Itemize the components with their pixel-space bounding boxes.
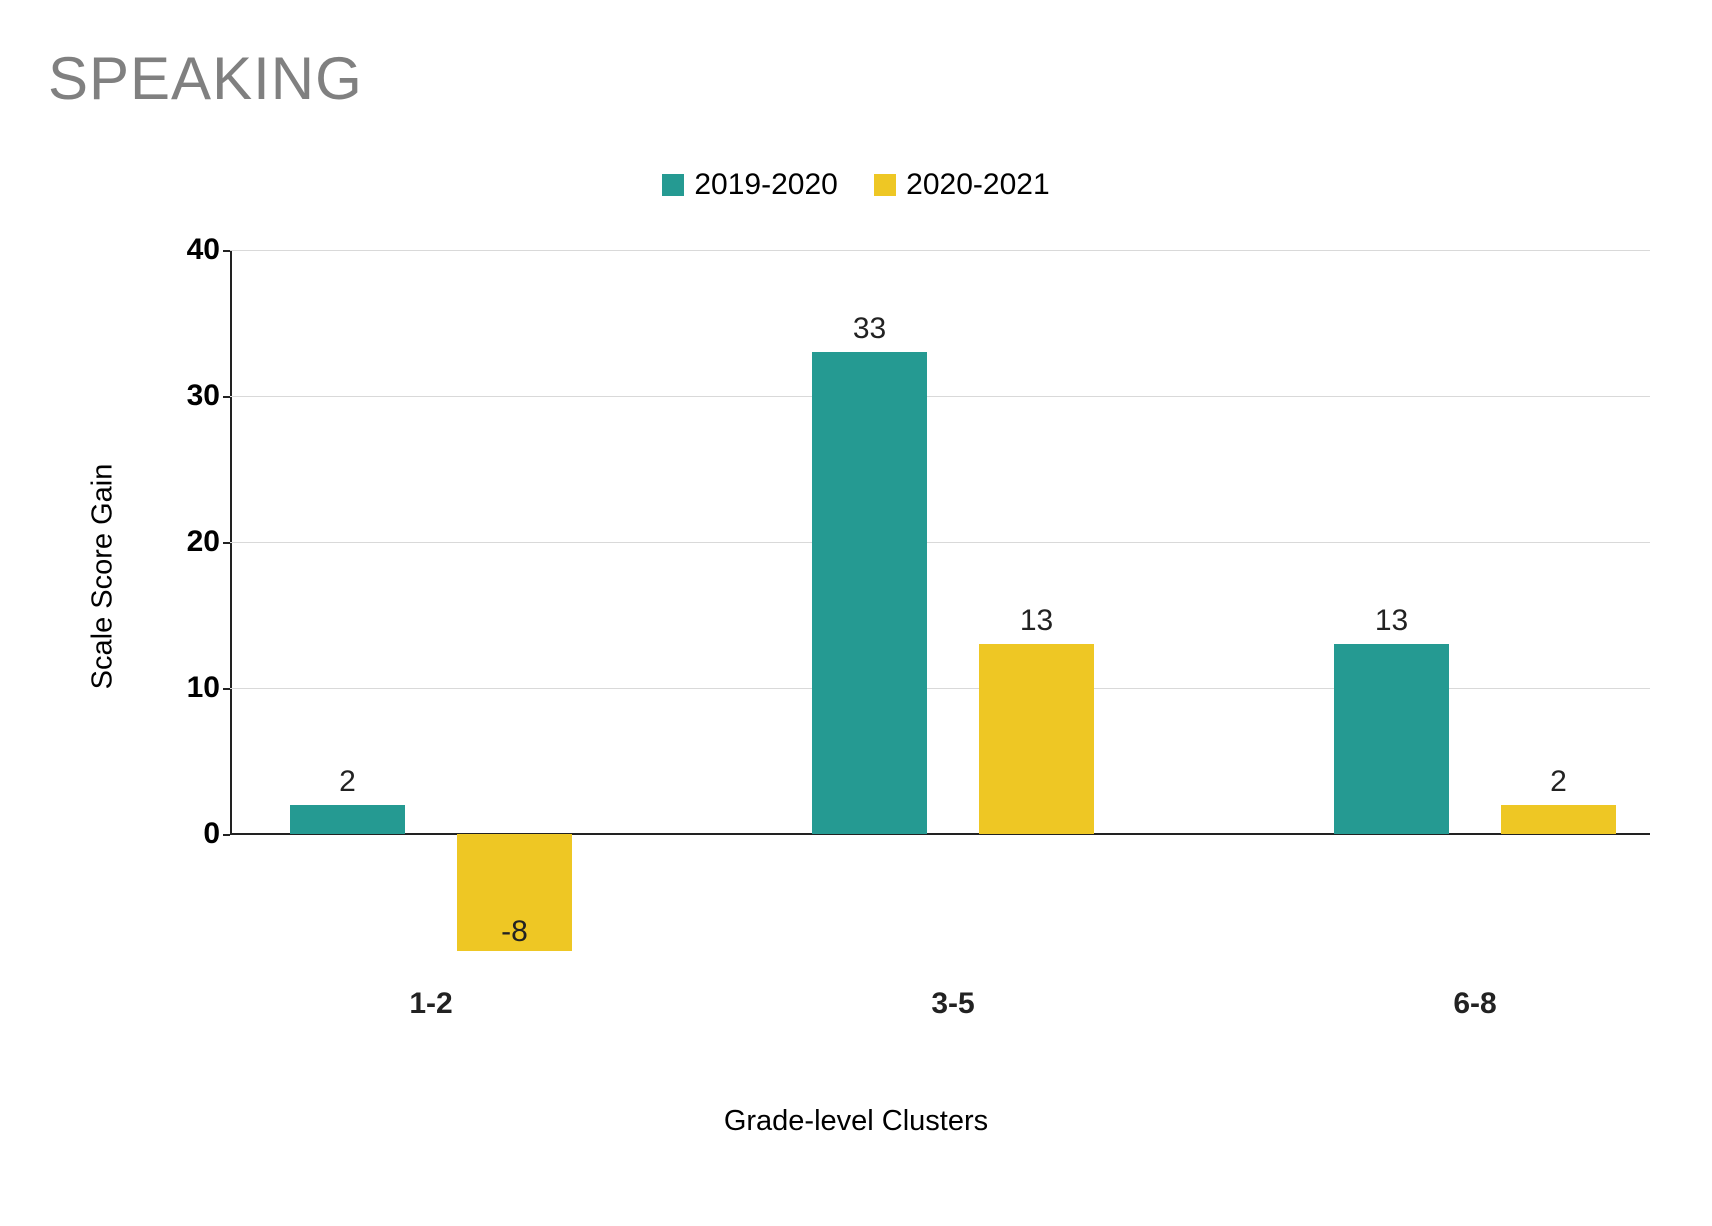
y-tick-mark	[223, 250, 230, 252]
bar	[979, 644, 1094, 834]
y-tick-mark	[223, 834, 230, 836]
y-tick-label: 40	[187, 233, 220, 267]
x-category-label: 6-8	[1453, 987, 1496, 1021]
chart-title: SPEAKING	[48, 44, 363, 113]
gridline	[230, 542, 1650, 543]
bar-value-label: 13	[1375, 604, 1408, 638]
y-tick-mark	[223, 542, 230, 544]
chart-container: SPEAKING 2019-2020 2020-2021 Scale Score…	[0, 0, 1712, 1226]
x-axis-label: Grade-level Clusters	[0, 1105, 1712, 1138]
y-tick-label: 10	[187, 671, 220, 705]
y-tick-mark	[223, 688, 230, 690]
y-tick-mark	[223, 396, 230, 398]
bar-value-label: 33	[853, 312, 886, 346]
legend-swatch-series1	[662, 174, 684, 196]
y-tick-label: 20	[187, 525, 220, 559]
y-tick-label: 0	[203, 817, 220, 851]
legend-item-series1: 2019-2020	[662, 168, 837, 202]
legend: 2019-2020 2020-2021	[0, 168, 1712, 204]
bar-value-label: -8	[501, 915, 528, 949]
legend-swatch-series2	[874, 174, 896, 196]
bar-value-label: 2	[1550, 765, 1567, 799]
x-category-label: 3-5	[931, 987, 974, 1021]
gridline	[230, 250, 1650, 251]
gridline	[230, 396, 1650, 397]
bar	[290, 805, 405, 834]
x-category-label: 1-2	[409, 987, 452, 1021]
legend-label-series1: 2019-2020	[694, 168, 837, 202]
y-tick-label: 30	[187, 379, 220, 413]
plot-area: 2-83313132711-23-56-89-12	[230, 250, 1650, 980]
y-ticks: 010203040	[130, 250, 220, 980]
legend-item-series2: 2020-2021	[874, 168, 1049, 202]
y-axis-label: Scale Score Gain	[86, 464, 119, 690]
bar	[1501, 805, 1616, 834]
bar	[1334, 644, 1449, 834]
bar-value-label: 2	[339, 765, 356, 799]
legend-label-series2: 2020-2021	[906, 168, 1049, 202]
bar-value-label: 13	[1020, 604, 1053, 638]
bar	[812, 352, 927, 834]
